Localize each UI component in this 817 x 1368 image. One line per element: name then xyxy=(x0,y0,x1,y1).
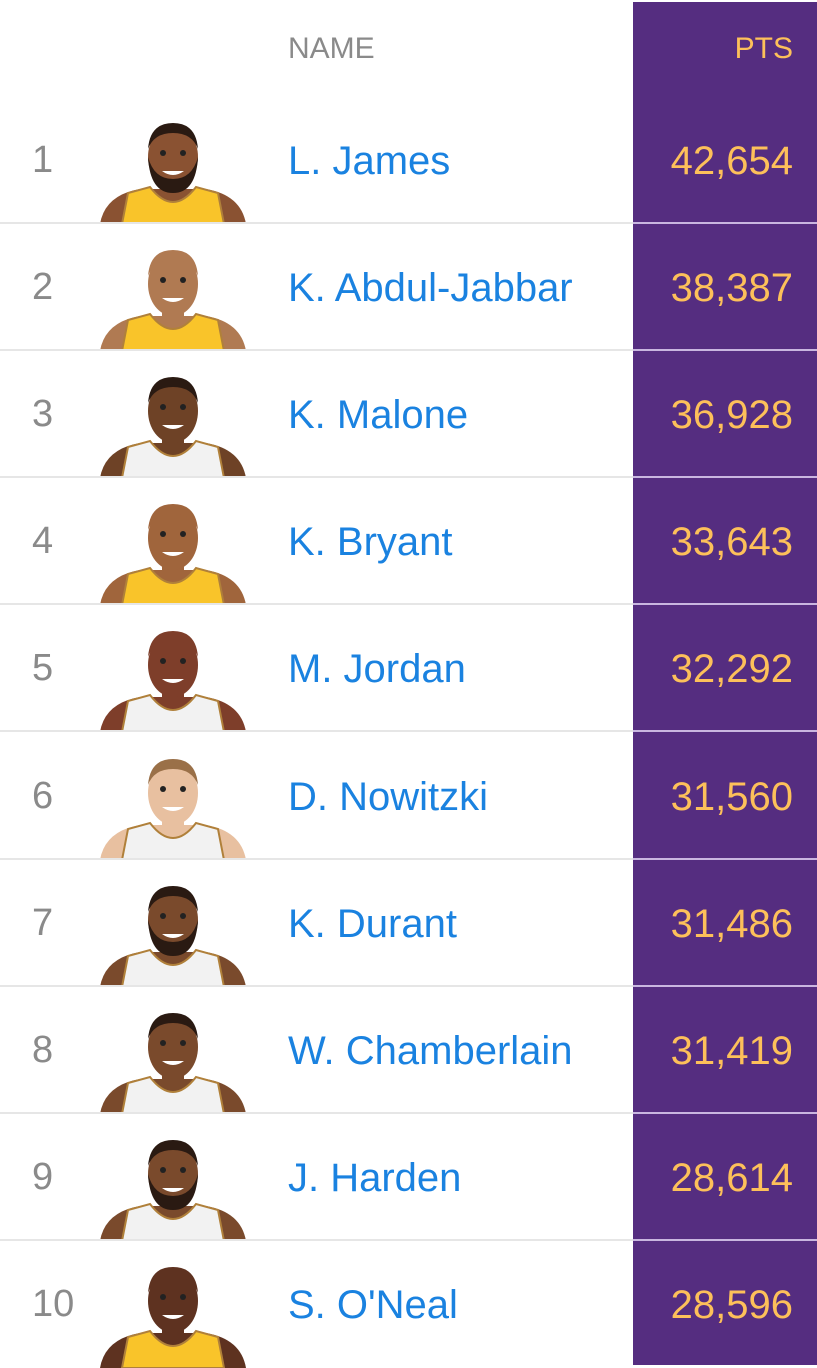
points-value: 28,596 xyxy=(670,1282,793,1327)
points-value: 32,292 xyxy=(670,647,793,692)
pts-column-background xyxy=(633,2,817,1365)
player-name-link[interactable]: L. James xyxy=(288,139,451,183)
points-value: 38,387 xyxy=(670,266,793,311)
row-divider xyxy=(633,603,817,606)
row-divider xyxy=(633,1238,817,1241)
points-value: 42,654 xyxy=(670,139,793,183)
player-avatar-icon[interactable] xyxy=(100,753,246,860)
row-divider xyxy=(0,730,633,733)
player-name-link[interactable]: W. Chamberlain xyxy=(288,1028,573,1073)
player-name-link[interactable]: J. Harden xyxy=(288,1155,462,1200)
player-name-link[interactable]: D. Nowitzki xyxy=(288,774,489,819)
table-row[interactable]: 10 S. O'Neal 28,596 xyxy=(0,1241,817,1368)
row-divider xyxy=(0,476,633,479)
rank: 3 xyxy=(32,393,54,436)
row-divider xyxy=(0,1238,633,1241)
table-row[interactable]: 7 K. Durant 31,486 xyxy=(0,860,817,987)
row-divider xyxy=(0,857,633,860)
player-avatar-icon[interactable] xyxy=(100,1134,246,1241)
row-divider xyxy=(0,984,633,987)
player-avatar-icon[interactable] xyxy=(100,371,246,479)
rank: 1 xyxy=(32,139,54,181)
rank: 5 xyxy=(32,647,54,690)
rank: 6 xyxy=(32,774,54,817)
table-header: NAME PTS xyxy=(0,0,817,97)
points-value: 31,486 xyxy=(670,901,793,946)
player-avatar-icon[interactable] xyxy=(100,498,246,606)
table-row[interactable]: 6 D. Nowitzki 31,560 xyxy=(0,733,817,860)
player-avatar-icon[interactable] xyxy=(100,1261,246,1368)
points-value: 28,614 xyxy=(670,1155,793,1200)
table-row[interactable]: 3 K. Malone 36,928 xyxy=(0,351,817,479)
row-divider xyxy=(633,730,817,733)
rank: 9 xyxy=(32,1155,54,1198)
table-row[interactable]: 9 J. Harden 28,614 xyxy=(0,1114,817,1241)
row-divider xyxy=(0,1111,633,1114)
player-name-link[interactable]: K. Abdul-Jabbar xyxy=(288,266,573,311)
table-row[interactable]: 5 M. Jordan 32,292 xyxy=(0,605,817,733)
table-row[interactable]: 8 W. Chamberlain 31,419 xyxy=(0,987,817,1114)
row-divider xyxy=(0,349,633,352)
rank: 2 xyxy=(32,266,54,309)
row-divider xyxy=(633,222,817,224)
row-divider xyxy=(0,603,633,606)
player-avatar-icon[interactable] xyxy=(100,1007,246,1114)
player-avatar-icon[interactable] xyxy=(100,244,246,352)
table-row[interactable]: 1 L. James 42,654 xyxy=(0,97,817,224)
row-divider xyxy=(633,349,817,352)
row-divider xyxy=(633,857,817,860)
row-divider xyxy=(633,476,817,479)
rank: 10 xyxy=(32,1282,75,1325)
name-column-header[interactable]: NAME xyxy=(288,32,375,65)
player-name-link[interactable]: S. O'Neal xyxy=(288,1282,458,1327)
pts-column-header[interactable]: PTS xyxy=(734,32,793,65)
player-name-link[interactable]: M. Jordan xyxy=(288,647,466,692)
rank: 7 xyxy=(32,901,54,944)
points-value: 36,928 xyxy=(670,393,793,438)
player-name-link[interactable]: K. Bryant xyxy=(288,520,453,565)
points-value: 31,560 xyxy=(670,774,793,819)
row-divider xyxy=(633,984,817,987)
player-avatar-icon[interactable] xyxy=(100,880,246,987)
row-divider xyxy=(0,222,633,224)
rank: 4 xyxy=(32,520,54,563)
player-avatar-icon[interactable] xyxy=(100,117,246,224)
points-value: 31,419 xyxy=(670,1028,793,1073)
player-name-link[interactable]: K. Malone xyxy=(288,393,469,438)
player-name-link[interactable]: K. Durant xyxy=(288,901,457,946)
points-value: 33,643 xyxy=(670,520,793,565)
rank: 8 xyxy=(32,1028,54,1071)
player-avatar-icon[interactable] xyxy=(100,625,246,733)
table-row[interactable]: 2 K. Abdul-Jabbar 38,387 xyxy=(0,224,817,352)
row-divider xyxy=(633,1111,817,1114)
table-row[interactable]: 4 K. Bryant 33,643 xyxy=(0,478,817,606)
